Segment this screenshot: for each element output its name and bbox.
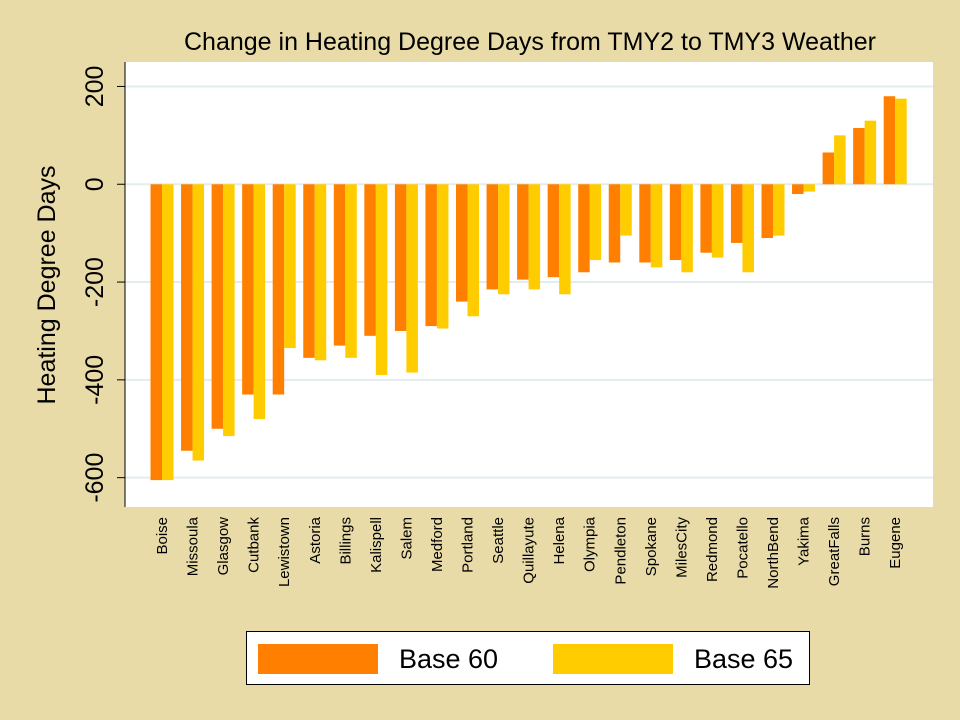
bar-seattle-base-65 (498, 184, 510, 295)
x-tick-label: Kalispell (368, 517, 385, 573)
x-axis-labels: Boise Missoula Glasgow Cutbank Lewistown Asto… (154, 516, 904, 588)
bar-helena-base-60 (547, 184, 560, 278)
y-tick-label: -400 (81, 355, 109, 405)
x-tick-label: NorthBend (765, 517, 782, 589)
bar-pocatello-base-60 (730, 184, 743, 243)
bar-cutbank-base-60 (242, 184, 254, 395)
bar-glasgow-base-60 (211, 184, 224, 429)
y-tick-label: 0 (81, 177, 109, 191)
bar-salem-base-65 (406, 184, 418, 373)
bar-lewistown-base-60 (272, 184, 285, 395)
bar-northbend-base-60 (761, 184, 773, 239)
bar-spokane-base-60 (639, 184, 651, 263)
bar-redmond-base-60 (700, 184, 712, 253)
bar-spokane-base-65 (650, 184, 663, 268)
y-axis-ticks: 200 0 -200 -400 -600 (81, 66, 125, 503)
x-tick-label: Yakima (796, 516, 813, 566)
y-tick-label: -600 (81, 453, 109, 503)
x-tick-label: Cutbank (246, 517, 263, 573)
legend-label-base-60: Base 60 (399, 644, 499, 674)
bar-cutbank-base-65 (253, 184, 266, 419)
x-tick-label: GreatFalls (826, 517, 843, 586)
bar-quillayute-base-60 (517, 184, 529, 280)
bar-kalispell-base-65 (375, 184, 388, 375)
bar-olympia-base-65 (589, 184, 602, 261)
x-tick-label: MilesCity (673, 517, 690, 578)
bar-pocatello-base-65 (742, 184, 754, 273)
bar-medford-base-60 (425, 184, 437, 327)
legend-label-base-65: Base 65 (694, 644, 794, 674)
x-tick-label: Olympia (582, 516, 599, 572)
x-tick-label: Missoula (185, 516, 202, 576)
bar-billings-base-60 (333, 184, 346, 346)
bar-quillayute-base-65 (528, 184, 541, 290)
bar-olympia-base-60 (578, 184, 590, 273)
bar-burns-base-65 (864, 120, 877, 185)
x-tick-label: Boise (154, 517, 171, 555)
bar-astoria-base-65 (314, 184, 327, 361)
bar-astoria-base-60 (303, 184, 315, 358)
x-tick-label: Salem (398, 517, 415, 560)
bar-milescity-base-60 (669, 184, 682, 261)
bar-billings-base-65 (345, 184, 357, 358)
bar-greatfalls-base-65 (834, 135, 846, 185)
bar-glasgow-base-65 (223, 184, 235, 437)
bar-greatfalls-base-60 (822, 152, 835, 185)
x-tick-label: Billings (337, 517, 354, 565)
x-tick-label: Lewistown (276, 517, 293, 587)
x-tick-label: Glasgow (215, 517, 232, 576)
bar-helena-base-65 (559, 184, 571, 295)
bar-missoula-base-60 (181, 184, 193, 451)
x-tick-label: Pocatello (734, 517, 751, 579)
x-tick-label: Pendleton (612, 517, 629, 585)
y-axis-label: Heating Degree Days (33, 165, 61, 404)
legend-swatch-base-65 (553, 644, 673, 674)
bar-yakima-base-65 (803, 184, 816, 192)
x-tick-label: Seattle (490, 517, 507, 564)
bar-eugene-base-60 (883, 96, 896, 185)
x-tick-label: Portland (460, 517, 477, 573)
legend-swatch-base-60 (258, 644, 378, 674)
bar-redmond-base-65 (711, 184, 724, 258)
x-tick-label: Helena (551, 516, 568, 564)
x-tick-label: Quillayute (521, 517, 538, 584)
x-tick-label: Spokane (643, 517, 660, 576)
x-tick-label: Burns (857, 517, 874, 556)
bar-medford-base-65 (436, 184, 449, 329)
bar-boise-base-65 (162, 184, 174, 481)
bars (150, 96, 907, 481)
x-tick-label: Redmond (704, 517, 721, 582)
bar-pendleton-base-65 (620, 184, 632, 236)
bar-portland-base-60 (456, 184, 468, 302)
bar-milescity-base-65 (681, 184, 693, 273)
y-tick-label: 200 (81, 66, 109, 108)
bar-boise-base-60 (150, 184, 162, 481)
x-tick-label: Medford (429, 517, 446, 572)
bar-yakima-base-60 (792, 184, 804, 195)
bar-missoula-base-65 (192, 184, 205, 461)
bar-burns-base-60 (853, 128, 865, 185)
bar-eugene-base-65 (895, 98, 907, 185)
bar-pendleton-base-60 (608, 184, 621, 263)
bar-kalispell-base-60 (364, 184, 376, 336)
bar-northbend-base-65 (773, 184, 785, 236)
bar-salem-base-60 (394, 184, 407, 331)
bar-seattle-base-60 (486, 184, 499, 290)
legend: Base 60 Base 65 (246, 631, 810, 685)
x-tick-label: Astoria (307, 516, 324, 563)
bar-portland-base-65 (467, 184, 479, 317)
bar-lewistown-base-65 (284, 184, 296, 349)
x-tick-label: Eugene (887, 517, 904, 569)
y-tick-label: -200 (81, 257, 109, 307)
chart-title: Change in Heating Degree Days from TMY2 … (184, 28, 876, 56)
